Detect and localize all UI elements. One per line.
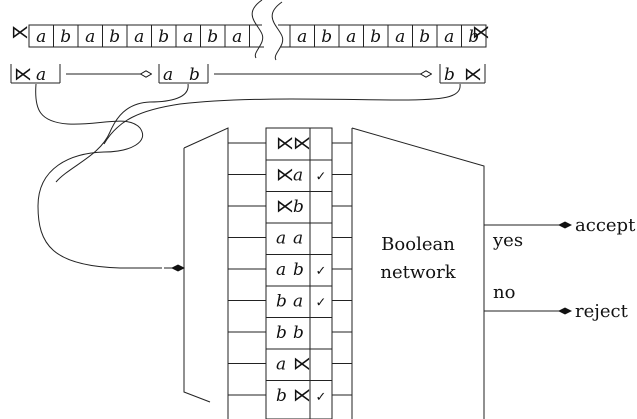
window-2-symbol-1: a [163,65,173,85]
tape-right-cell-symbol: b [419,27,430,47]
row-symbol-1: ⋉ [276,165,294,186]
tape-left-cell-symbol: a [85,27,95,47]
tape-right-cell-symbol: a [444,27,454,47]
boolean-network-label-line1: Boolean [381,234,455,255]
table-row: b ⋉ ✓ [228,385,352,406]
table-row: a ⋉ [228,354,352,375]
table-row: a b ✓ [228,260,352,280]
tape-right-cell-symbol: b [321,27,332,47]
tape-left-cell-symbol: a [183,27,193,47]
row-check-mark: ✓ [316,390,327,405]
row-symbol-2: b [293,323,304,343]
window-1-symbol-2: a [36,65,46,85]
lookup-table: ⋉ ⋉⋉ a ✓⋉ ba aa b ✓b a ✓b ba ⋉b ⋉ ✓ [228,127,352,419]
tape-left-cell [224,24,250,48]
curve-window-2 [55,83,189,183]
row-symbol-1: b [276,323,287,343]
accept-label: accept [575,215,636,236]
boolean-network-label-line2: network [380,262,456,283]
window-1: ⋉ a [10,64,61,85]
tape-left-cell-symbol: b [109,27,120,47]
window-2-symbol-2: b [189,65,200,85]
tape-right-cell [461,24,487,48]
window-3-symbol-1: b [444,65,455,85]
curve-window-1 [35,83,162,269]
table-row: ⋉ ⋉ [228,133,352,154]
table-row: ⋉ b [228,196,352,217]
table-row: ⋉ a ✓ [228,165,352,186]
row-symbol-1: ⋉ [276,196,294,217]
row-symbol-2: ⋉ [293,133,311,154]
window-3-symbol-2: ⋉ [464,64,482,85]
row-symbol-2: ⋉ [293,354,311,375]
tape-break-right [271,1,284,61]
row-symbol-1: b [276,292,287,312]
curve-window-3 [103,83,461,145]
tape-right-end-marker: ⋉ [472,22,490,43]
selector-trapezoid [183,127,229,419]
tape-left-cell-symbol: b [158,27,169,47]
tape-left-cell-symbol: a [232,27,242,47]
row-symbol-1: a [276,260,286,280]
row-symbol-2: b [293,260,304,280]
boolean-network-shape [351,127,485,419]
tape-left-cell-symbol: a [36,27,46,47]
row-symbol-1: b [276,386,287,406]
reject-label: reject [575,301,629,322]
tape-right-cell-symbol: a [395,27,405,47]
row-symbol-1: ⋉ [276,133,294,154]
tape-left-end-marker: ⋉ [11,22,29,43]
tape-left-cell-symbol: b [60,27,71,47]
tape-right-cell-symbol: a [297,27,307,47]
window-3: b ⋉ [439,64,486,85]
row-check-mark: ✓ [316,264,327,279]
row-symbol-2: a [293,166,303,186]
row-symbol-1: a [276,229,286,249]
tape-left-cell-symbol: b [207,27,218,47]
window-1-symbol-1: ⋉ [14,64,32,85]
yes-label: yes [492,230,523,251]
no-label: no [493,282,515,303]
tape-left-cell-symbol: a [134,27,144,47]
row-symbol-1: a [276,355,286,375]
table-frame [265,127,333,419]
tape-right-cell-symbol: a [346,27,356,47]
tape-break-left [251,0,264,59]
row-check-mark: ✓ [316,296,327,311]
row-symbol-2: b [293,197,304,217]
row-check-mark: ✓ [316,170,327,185]
row-symbol-2: a [293,292,303,312]
tape-right-cell-symbol: b [370,27,381,47]
row-symbol-2: ⋉ [293,385,311,406]
table-row: b a ✓ [228,292,352,312]
tape-right-cell-symbol: b [468,27,479,47]
row-symbol-2: a [293,229,303,249]
window-2: a b [158,64,209,85]
